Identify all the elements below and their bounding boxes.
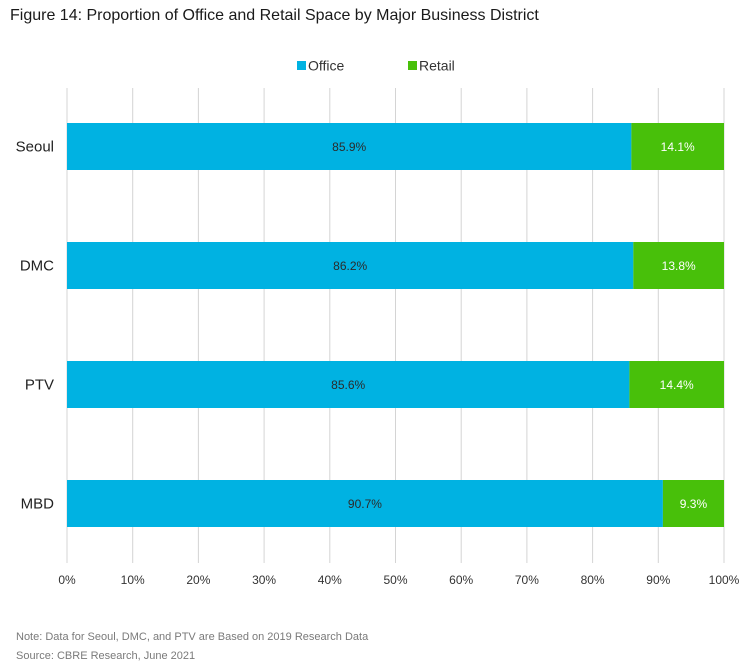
category-label-seoul: Seoul bbox=[16, 139, 54, 156]
category-label-mbd: MBD bbox=[21, 496, 55, 513]
footnotes: Note: Data for Seoul, DMC, and PTV are B… bbox=[16, 628, 368, 666]
bar-office-dmc bbox=[67, 242, 634, 289]
bar-retail-ptv bbox=[629, 361, 724, 408]
bar-retail-seoul bbox=[631, 123, 724, 170]
x-tick-label-60: 60% bbox=[449, 573, 473, 587]
bar-retail-mbd bbox=[662, 480, 724, 527]
data-label-office-mbd: 90.7% bbox=[348, 497, 382, 511]
x-axis-ticks: 0% 10% 20% 30% 40% 50% 60% 70% 80% 90% 100% bbox=[58, 573, 739, 587]
chart-title: Figure 14: Proportion of Office and Reta… bbox=[10, 7, 539, 24]
legend-swatch-retail bbox=[408, 61, 417, 70]
bar-office-mbd bbox=[67, 480, 663, 527]
data-label-retail-seoul: 14.1% bbox=[661, 140, 695, 154]
x-tick-label-10: 10% bbox=[121, 573, 145, 587]
x-tick-label-90: 90% bbox=[646, 573, 670, 587]
source-text: Source: CBRE Research, June 2021 bbox=[16, 650, 196, 662]
legend-label-office: Office bbox=[308, 58, 345, 74]
bar-retail-dmc bbox=[633, 242, 724, 289]
category-label-ptv: PTV bbox=[25, 377, 54, 394]
bar-office-ptv bbox=[67, 361, 630, 408]
legend: Office Retail bbox=[297, 58, 455, 74]
data-label-retail-dmc: 13.8% bbox=[662, 259, 696, 273]
category-labels: Seoul DMC PTV MBD bbox=[16, 139, 55, 513]
x-tick-label-40: 40% bbox=[318, 573, 342, 587]
bars: 85.9% 14.1% 86.2% 13.8% 85.6% 14.4% 90.7% 9.3% bbox=[67, 123, 724, 527]
x-tick-label-50: 50% bbox=[383, 573, 407, 587]
data-label-retail-ptv: 14.4% bbox=[660, 378, 694, 392]
category-label-dmc: DMC bbox=[20, 258, 54, 275]
data-label-retail-mbd: 9.3% bbox=[680, 497, 708, 511]
legend-swatch-office bbox=[297, 61, 306, 70]
x-tick-label-0: 0% bbox=[58, 573, 76, 587]
legend-label-retail: Retail bbox=[419, 58, 455, 74]
x-tick-label-80: 80% bbox=[581, 573, 605, 587]
data-label-office-dmc: 86.2% bbox=[333, 259, 367, 273]
x-tick-label-100: 100% bbox=[709, 573, 740, 587]
data-label-office-ptv: 85.6% bbox=[331, 378, 365, 392]
x-tick-label-30: 30% bbox=[252, 573, 276, 587]
data-label-office-seoul: 85.9% bbox=[332, 140, 366, 154]
bar-office-seoul bbox=[67, 123, 632, 170]
note-text: Note: Data for Seoul, DMC, and PTV are B… bbox=[16, 631, 369, 643]
x-tick-label-70: 70% bbox=[515, 573, 539, 587]
x-tick-label-20: 20% bbox=[186, 573, 210, 587]
